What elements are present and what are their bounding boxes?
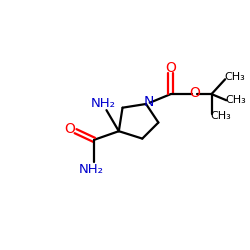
- Text: O: O: [64, 122, 75, 136]
- Text: N: N: [144, 95, 154, 109]
- Text: O: O: [165, 61, 176, 75]
- Text: CH₃: CH₃: [226, 95, 246, 105]
- Text: O: O: [189, 86, 200, 100]
- Text: NH₂: NH₂: [79, 163, 104, 176]
- Text: CH₃: CH₃: [224, 72, 245, 82]
- Text: CH₃: CH₃: [210, 111, 231, 121]
- Text: NH₂: NH₂: [90, 97, 115, 110]
